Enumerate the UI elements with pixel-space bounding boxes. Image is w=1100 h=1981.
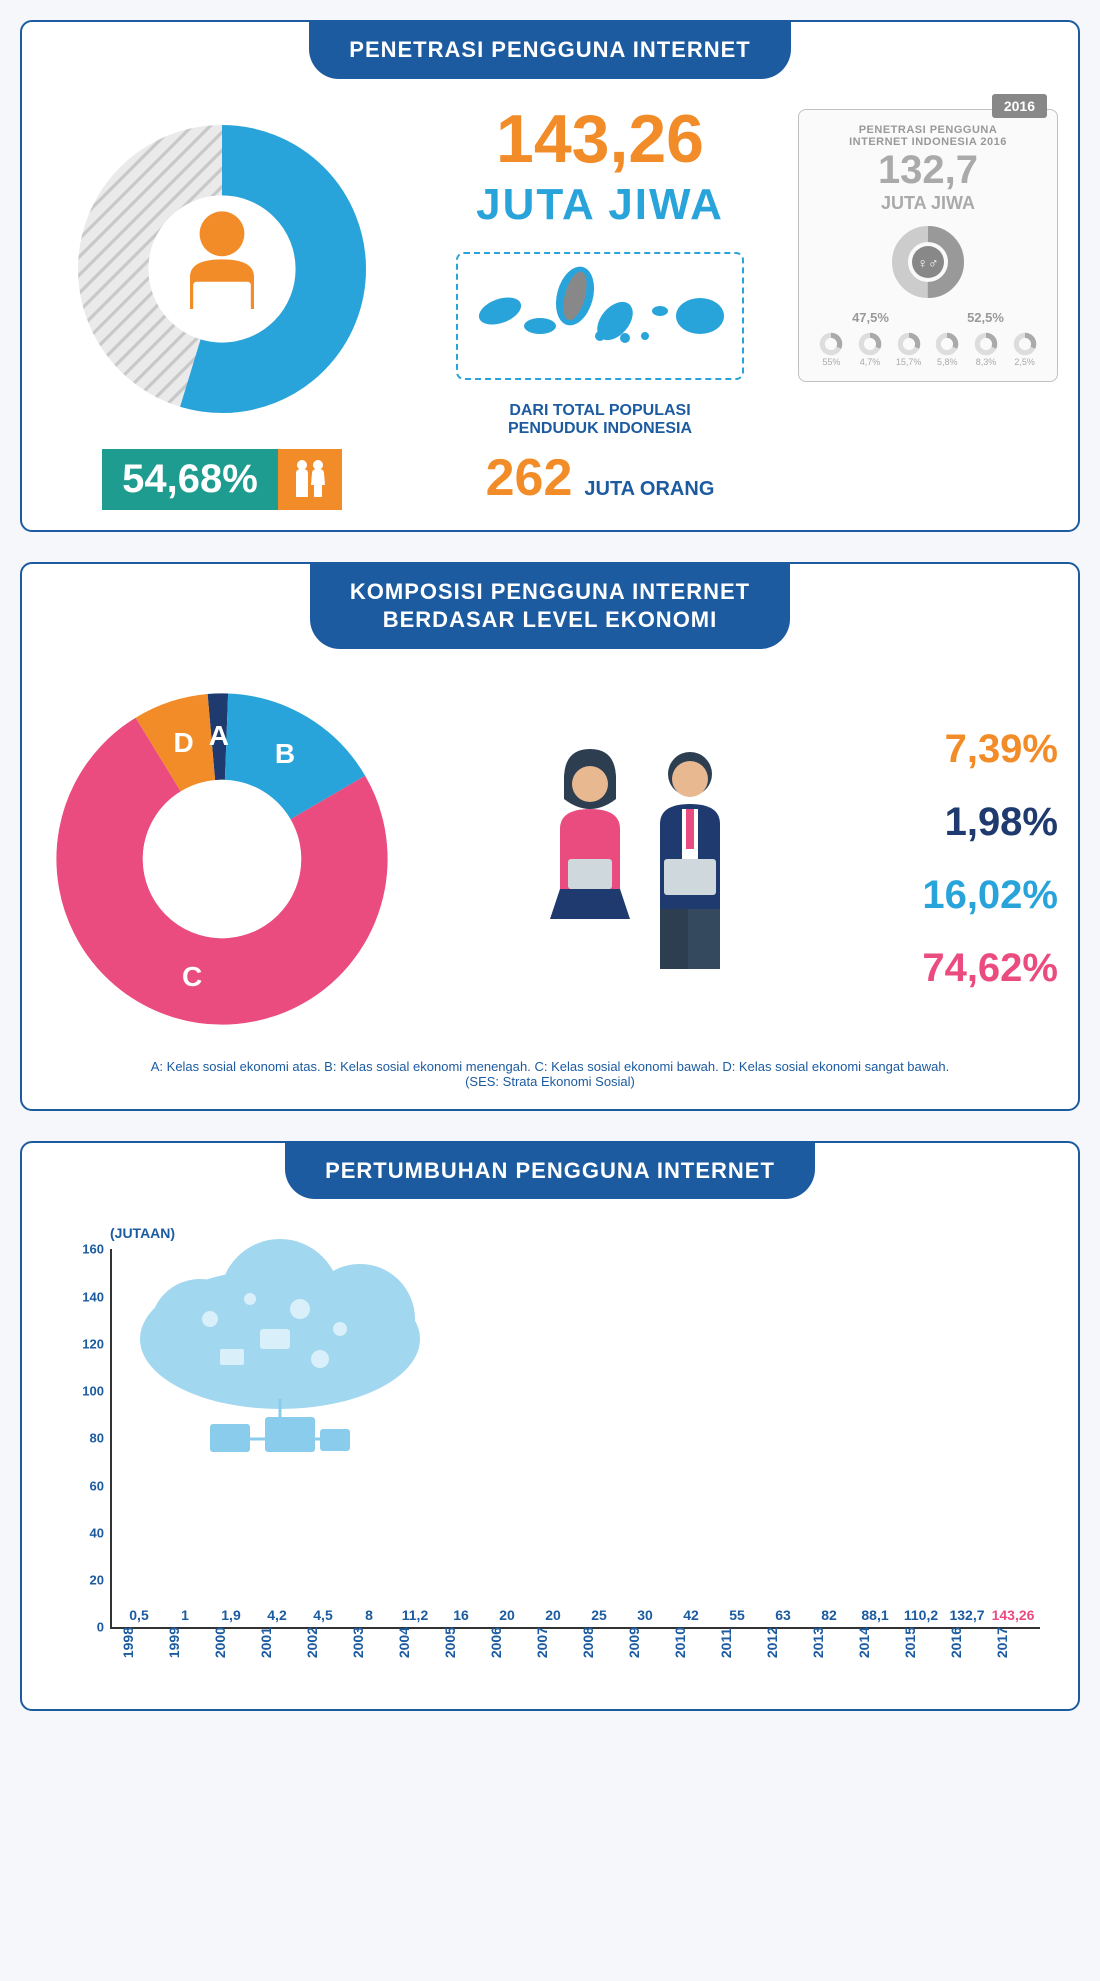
svg-text:♀♂: ♀♂ (918, 255, 939, 271)
bar-2009: 30 (626, 1607, 664, 1627)
x-label: 1999 (166, 1627, 204, 1664)
year-badge: 2016 (992, 94, 1047, 118)
bar-2002: 4,5 (304, 1607, 342, 1627)
x-label: 2004 (396, 1627, 434, 1664)
segment-label-C: C (182, 961, 202, 993)
x-label: 2001 (258, 1627, 296, 1664)
population-unit: JUTA ORANG (584, 478, 714, 501)
y-tick: 80 (90, 1431, 104, 1446)
bar-2003: 8 (350, 1607, 388, 1627)
bar-2017: 143,26 (994, 1607, 1032, 1627)
x-label: 2009 (626, 1627, 664, 1664)
x-label: 2000 (212, 1627, 250, 1664)
bar-2012: 63 (764, 1607, 802, 1627)
bar-2006: 20 (488, 1607, 526, 1627)
indonesia-map (456, 252, 744, 380)
people-laptop-icon (530, 729, 750, 989)
section1-title: PENETRASI PENGGUNA INTERNET (309, 22, 790, 79)
penetration-donut (62, 109, 382, 429)
x-label: 2014 (856, 1627, 894, 1664)
penetration-card: PENETRASI PENGGUNA INTERNET (20, 20, 1080, 532)
composition-pct-C: 74,62% (922, 946, 1058, 991)
x-label: 2005 (442, 1627, 480, 1664)
prev-mini-item: 5,8% (934, 331, 960, 367)
composition-legend: A: Kelas sosial ekonomi atas. B: Kelas s… (42, 1059, 1058, 1089)
prev-mini-item: 2,5% (1012, 331, 1038, 367)
x-label: 2017 (994, 1627, 1032, 1664)
bar-2004: 11,2 (396, 1607, 434, 1627)
bar-2014: 88,1 (856, 1607, 894, 1627)
prev-mini-row: 55% 4,7% 15,7% 5,8% 8,3% 2,5% (813, 331, 1043, 367)
x-label: 2013 (810, 1627, 848, 1664)
composition-donut: A B C D (42, 679, 402, 1039)
penetration-percent-badge: 54,68% (102, 449, 342, 510)
bar-2011: 55 (718, 1607, 756, 1627)
growth-bar-chart: 0,5 1 1,9 4,2 4,5 8 11,2 16 20 20 25 30 42 55 63 82 88,1… (110, 1249, 1040, 1629)
y-tick: 20 (90, 1573, 104, 1588)
bar-2007: 20 (534, 1607, 572, 1627)
x-label: 2016 (948, 1627, 986, 1664)
bar-2015: 110,2 (902, 1607, 940, 1627)
y-tick: 60 (90, 1478, 104, 1493)
y-tick: 160 (82, 1242, 104, 1257)
composition-pct-D: 7,39% (945, 727, 1058, 772)
prev-mini-item: 55% (818, 331, 844, 367)
x-label: 2002 (304, 1627, 342, 1664)
growth-card: PERTUMBUHAN PENGGUNA INTERNET (JUTAAN) (20, 1141, 1080, 1712)
bar-2005: 16 (442, 1607, 480, 1627)
y-tick: 140 (82, 1289, 104, 1304)
bar-1999: 1 (166, 1607, 204, 1627)
prev-mini-item: 8,3% (973, 331, 999, 367)
y-tick: 0 (97, 1620, 104, 1635)
users-count: 143,26 (496, 109, 704, 170)
bar-2016: 132,7 (948, 1607, 986, 1627)
prev-donut: ♀♂ ♀♂ (888, 222, 968, 302)
prev-unit: JUTA JIWA (813, 193, 1043, 214)
user-laptop-icon (142, 189, 302, 349)
x-label: 2011 (718, 1627, 756, 1664)
x-label: 2015 (902, 1627, 940, 1664)
bar-2000: 1,9 (212, 1607, 250, 1627)
prev-mini-item: 15,7% (896, 331, 922, 367)
prev-gender-male: 52,5% (967, 310, 1004, 325)
bar-2008: 25 (580, 1607, 618, 1627)
prev-gender-row: 47,5% 52,5% (813, 310, 1043, 325)
bar-2010: 42 (672, 1607, 710, 1627)
bar-2001: 4,2 (258, 1607, 296, 1627)
prev-title: PENETRASI PENGGUNA INTERNET INDONESIA 20… (813, 124, 1043, 148)
population-label: DARI TOTAL POPULASI PENDUDUK INDONESIA (508, 402, 692, 438)
people-icon (278, 449, 342, 510)
prev-mini-item: 4,7% (857, 331, 883, 367)
segment-label-D: D (174, 727, 194, 759)
bar-2013: 82 (810, 1607, 848, 1627)
x-label: 2006 (488, 1627, 526, 1664)
segment-label-B: B (275, 738, 295, 770)
x-label: 2012 (764, 1627, 802, 1664)
bar-1998: 0,5 (120, 1607, 158, 1627)
section2-title: KOMPOSISI PENGGUNA INTERNET BERDASAR LEV… (310, 564, 790, 649)
x-label: 2003 (350, 1627, 388, 1664)
prev-gender-female: 47,5% (852, 310, 889, 325)
x-label: 2007 (534, 1627, 572, 1664)
y-tick: 40 (90, 1525, 104, 1540)
segment-label-A: A (209, 720, 229, 752)
y-tick: 120 (82, 1336, 104, 1351)
composition-pct-B: 16,02% (922, 873, 1058, 918)
x-label: 1998 (120, 1627, 158, 1664)
population-number: 262 (486, 448, 573, 508)
composition-card: KOMPOSISI PENGGUNA INTERNET BERDASAR LEV… (20, 562, 1080, 1111)
x-label: 2008 (580, 1627, 618, 1664)
users-unit: JUTA JIWA (476, 180, 724, 230)
penetration-percent: 54,68% (102, 449, 278, 510)
y-tick: 100 (82, 1384, 104, 1399)
prev-number: 132,7 (813, 148, 1043, 193)
composition-pct-A: 1,98% (945, 800, 1058, 845)
previous-year-panel: 2016 PENETRASI PENGGUNA INTERNET INDONES… (798, 109, 1058, 382)
section3-title: PERTUMBUHAN PENGGUNA INTERNET (285, 1143, 815, 1200)
x-label: 2010 (672, 1627, 710, 1664)
composition-percents: 7,39% 1,98% 16,02% 74,62% (878, 727, 1058, 991)
